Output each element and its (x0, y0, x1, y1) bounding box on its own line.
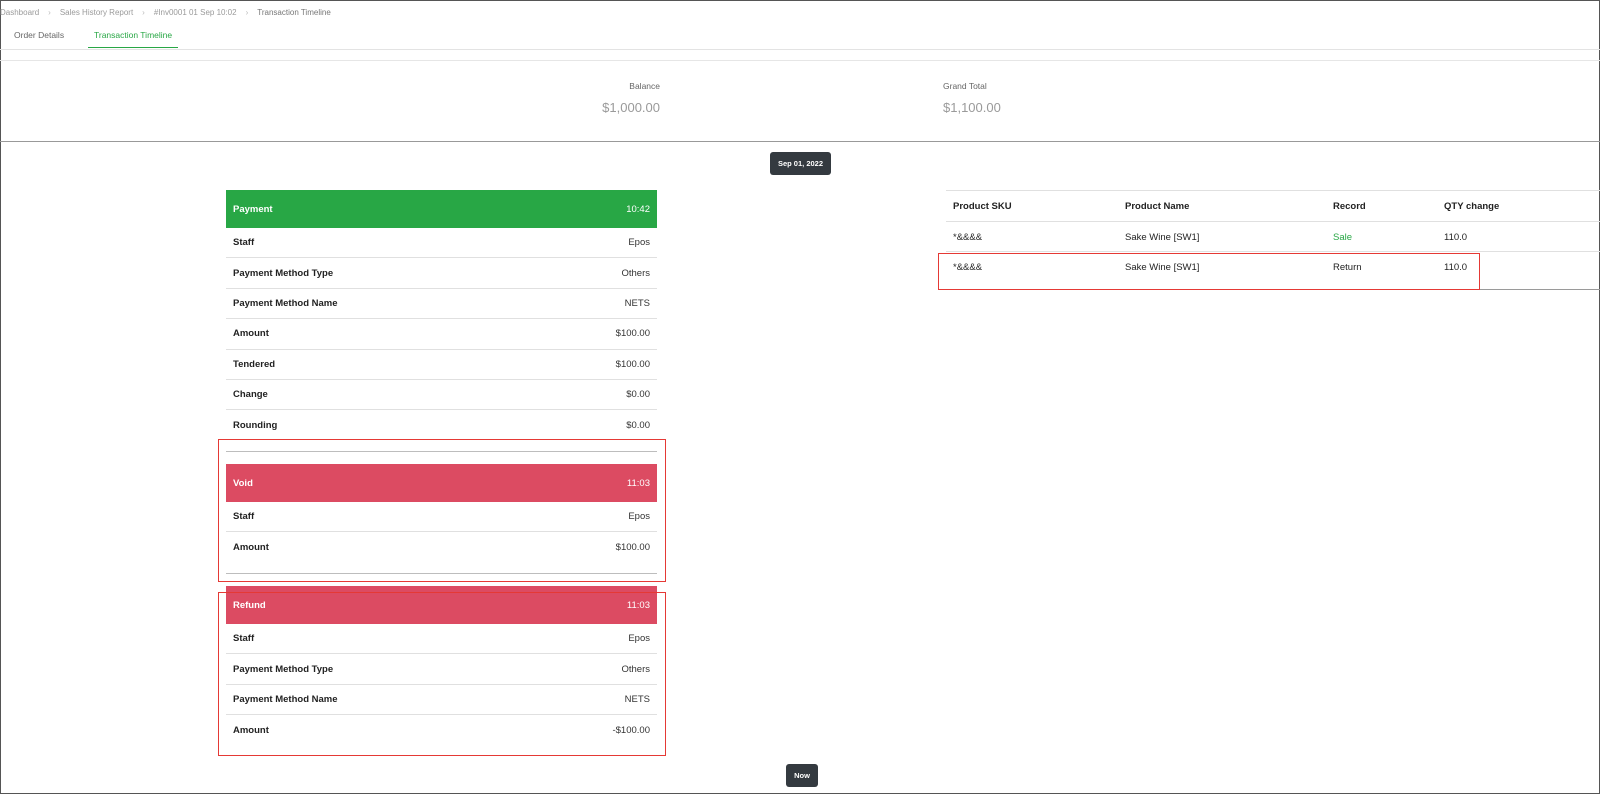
void-header: Void 11:03 (226, 464, 657, 502)
row-label: Payment Method Type (233, 663, 334, 675)
table-row: *&&&& Sake Wine [SW1] Sale 110.0 (946, 222, 1600, 253)
row-value: Others (621, 267, 650, 279)
row-label: Payment Method Name (233, 297, 338, 309)
refund-title: Refund (233, 599, 266, 611)
card-divider (226, 451, 657, 452)
void-bottom-divider (226, 573, 657, 574)
payment-card: Payment 10:42 Staff Epos Payment Method T… (226, 190, 657, 441)
balance-summary: Balance $1,000.00 (602, 81, 660, 115)
refund-row-method-type: Payment Method Type Others (226, 654, 657, 685)
row-label: Staff (233, 511, 255, 523)
payment-row-amount: Amount $100.00 (226, 319, 657, 350)
void-card-body: Void 11:03 Staff Epos Amount $100.00 (226, 464, 657, 563)
row-label: Payment Method Type (233, 267, 334, 279)
row-value: -$100.00 (612, 724, 650, 736)
row-value: NETS (624, 693, 650, 705)
row-label: Rounding (233, 420, 278, 432)
header-record: Record (1333, 201, 1366, 212)
grand-total-summary: Grand Total $1,100.00 (943, 81, 1001, 115)
row-label: Amount (233, 542, 269, 554)
product-table: Product SKU Product Name Record QTY chan… (946, 190, 1600, 291)
row-value: $100.00 (615, 358, 650, 370)
row-value: Others (621, 663, 650, 675)
refund-row-amount: Amount -$100.00 (226, 715, 657, 745)
cell-name: Sake Wine [SW1] (1125, 262, 1200, 274)
row-value: NETS (624, 297, 650, 309)
cell-record-return: Return (1333, 262, 1362, 274)
row-label: Amount (233, 724, 269, 736)
row-label: Tendered (233, 358, 276, 370)
void-title: Void (233, 477, 253, 489)
row-label: Staff (233, 237, 255, 249)
row-label: Amount (233, 328, 269, 340)
cell-qty: 110.0 (1444, 262, 1468, 274)
void-row-amount: Amount $100.00 (226, 532, 657, 562)
breadcrumb-dashboard[interactable]: Dashboard (0, 8, 40, 17)
header-product-name: Product Name (1125, 201, 1190, 212)
header-product-sku: Product SKU (953, 201, 1012, 212)
breadcrumb-separator: › (48, 8, 51, 17)
row-label: Payment Method Name (233, 693, 338, 705)
row-value: $0.00 (626, 389, 650, 401)
balance-label: Balance (629, 81, 660, 91)
breadcrumb: Dashboard › Sales History Report › #Inv0001 … (0, 8, 331, 17)
payment-row-method-type: Payment Method Type Others (226, 258, 657, 289)
cell-sku: *&&&& (953, 231, 983, 243)
row-value: $100.00 (615, 328, 650, 340)
void-card (226, 451, 657, 452)
row-value: Epos (628, 633, 650, 645)
refund-row-staff: Staff Epos (226, 624, 657, 655)
refund-row-method-name: Payment Method Name NETS (226, 685, 657, 716)
breadcrumb-separator: › (142, 8, 145, 17)
balance-value: $1,000.00 (602, 100, 660, 115)
row-value: Epos (628, 511, 650, 523)
cell-record-sale: Sale (1333, 231, 1353, 243)
cell-qty: 110.0 (1444, 231, 1468, 243)
timeline-now-badge: Now (786, 764, 818, 787)
payment-row-rounding: Rounding $0.00 (226, 410, 657, 440)
void-row-staff: Staff Epos (226, 502, 657, 533)
payment-header: Payment 10:42 (226, 190, 657, 228)
header-qty-change: QTY change (1444, 201, 1500, 212)
row-label: Change (233, 389, 268, 401)
tab-order-details[interactable]: Order Details (14, 30, 65, 40)
payment-row-staff: Staff Epos (226, 228, 657, 259)
row-value: $0.00 (626, 420, 650, 432)
tab-bar: Order Details Transaction Timeline (0, 26, 1600, 50)
breadcrumb-sales-history-report[interactable]: Sales History Report (59, 8, 134, 17)
row-label: Staff (233, 633, 255, 645)
breadcrumb-separator: › (245, 8, 249, 17)
cell-sku: *&&&& (953, 262, 983, 274)
payment-row-change: Change $0.00 (226, 380, 657, 411)
void-highlight-box (218, 439, 666, 582)
payment-title: Payment (233, 203, 273, 215)
payment-time: 10:42 (626, 203, 650, 215)
row-value: Epos (628, 237, 650, 249)
table-header: Product SKU Product Name Record QTY chan… (946, 191, 1600, 222)
refund-time: 11:03 (626, 599, 650, 611)
tab-transaction-timeline[interactable]: Transaction Timeline (88, 30, 179, 48)
payment-row-method-name: Payment Method Name NETS (226, 289, 657, 320)
return-row-highlight-box (938, 253, 1480, 290)
breadcrumb-current: Transaction Timeline (257, 8, 331, 17)
row-value: $100.00 (615, 542, 650, 554)
timeline-date-badge: Sep 01, 2022 (770, 152, 831, 175)
grand-total-label: Grand Total (943, 81, 987, 91)
cell-name: Sake Wine [SW1] (1125, 231, 1200, 243)
payment-row-tendered: Tendered $100.00 (226, 350, 657, 380)
refund-highlight-box (218, 592, 666, 756)
card-divider (226, 573, 657, 574)
void-time: 11:03 (626, 477, 650, 489)
grand-total-value: $1,100.00 (943, 100, 1001, 115)
breadcrumb-invoice[interactable]: #Inv0001 01 Sep 10:02 (153, 8, 237, 17)
totals-panel: Balance $1,000.00 Grand Total $1,100.00 (0, 60, 1600, 142)
